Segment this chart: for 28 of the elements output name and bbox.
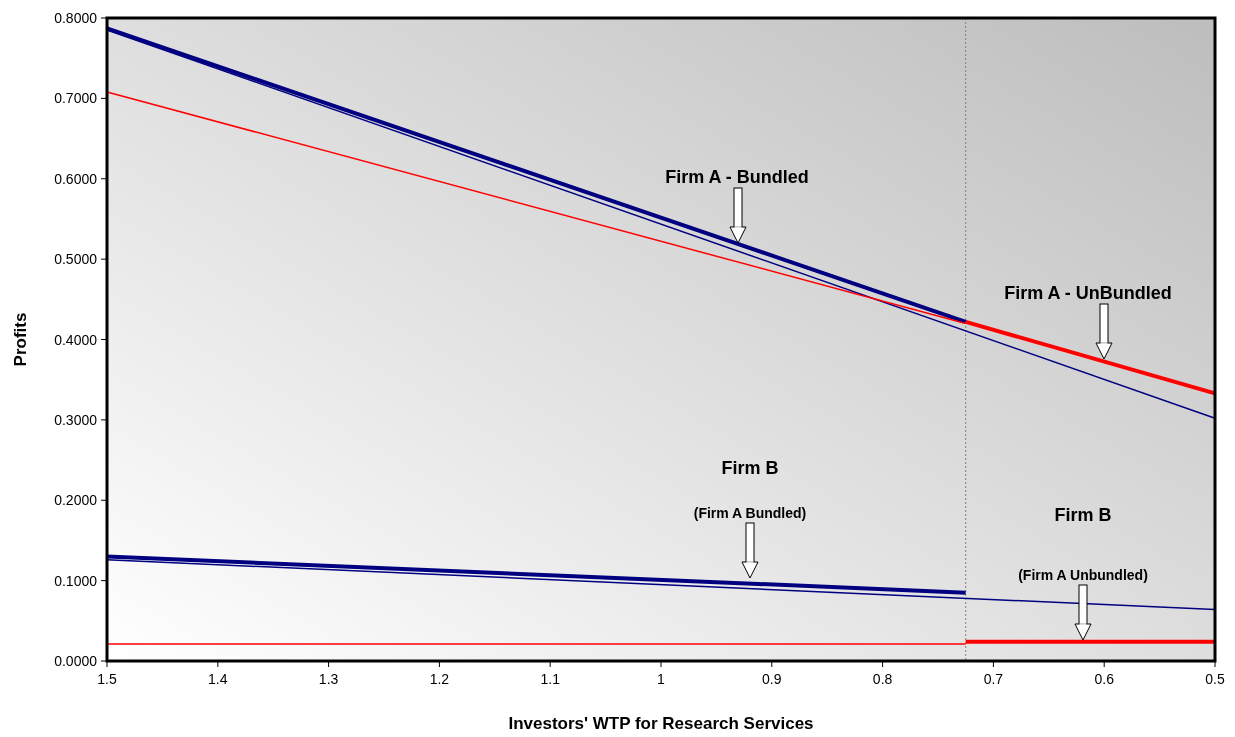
y-tick-label: 0.0000 xyxy=(54,653,98,669)
x-axis-title: Investors' WTP for Research Services xyxy=(508,714,814,733)
x-tick-label: 0.6 xyxy=(1094,671,1115,687)
x-tick-label: 1.1 xyxy=(540,671,561,687)
annotation: Firm B xyxy=(1054,505,1112,525)
x-tick-label: 1.3 xyxy=(318,671,339,687)
annotation: Firm A - UnBundled xyxy=(1004,283,1172,303)
y-tick-label: 0.4000 xyxy=(54,331,98,348)
y-tick-label: 0.7000 xyxy=(54,90,98,107)
x-tick-label: 0.9 xyxy=(762,671,782,687)
y-tick-label: 0.1000 xyxy=(54,572,98,589)
annotation: Firm B xyxy=(721,458,779,478)
annotation: Firm A - Bundled xyxy=(665,167,809,187)
x-tick-label: 1 xyxy=(657,671,666,687)
x-tick-label: 0.8 xyxy=(872,671,893,687)
x-tick-label: 1.4 xyxy=(208,671,228,687)
annotation: (Firm A Bundled) xyxy=(693,505,807,521)
x-tick-label: 0.7 xyxy=(983,671,1004,687)
x-tick-label: 1.5 xyxy=(97,671,117,687)
y-tick-label: 0.3000 xyxy=(54,411,98,428)
annotation: (Firm A Unbundled) xyxy=(1018,567,1148,583)
y-tick-label: 0.5000 xyxy=(54,251,98,268)
y-tick-label: 0.2000 xyxy=(54,492,98,509)
y-axis-title: Profits xyxy=(11,312,30,367)
y-tick-label: 0.8000 xyxy=(54,10,98,26)
x-tick-label: 1.2 xyxy=(429,671,450,687)
x-tick-label: 0.5 xyxy=(1205,671,1225,687)
y-tick-label: 0.6000 xyxy=(54,170,98,187)
